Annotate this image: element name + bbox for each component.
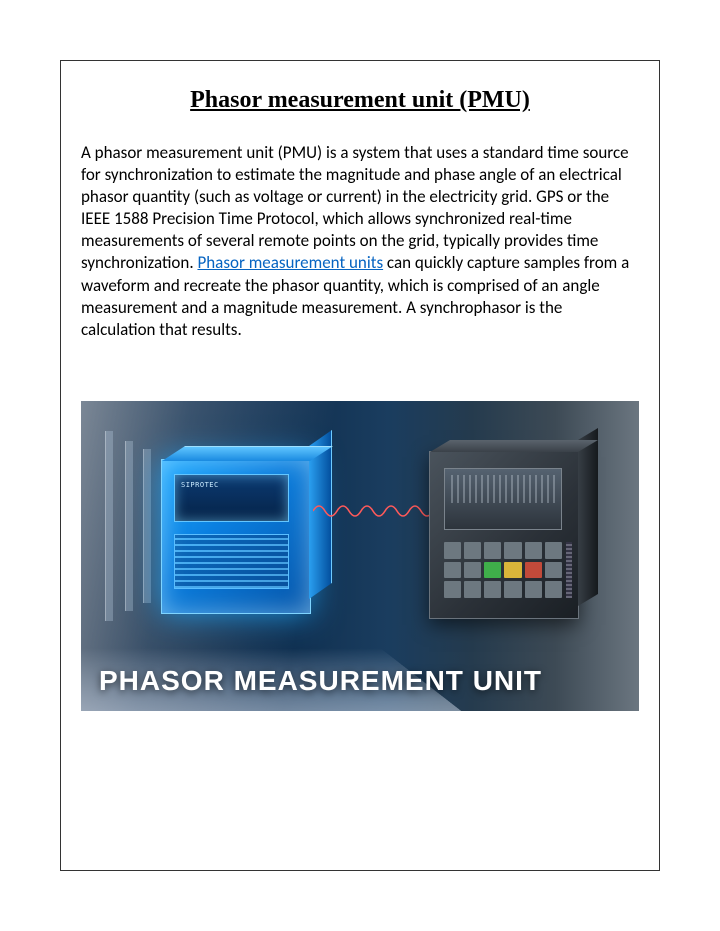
hero-caption: PHASOR MEASUREMENT UNIT bbox=[99, 665, 542, 697]
device-screen bbox=[444, 468, 562, 530]
server-rack bbox=[125, 441, 133, 611]
device-screen: SIPROTEC bbox=[174, 474, 289, 522]
device-screen-label: SIPROTEC bbox=[181, 481, 219, 489]
pmu-device-physical bbox=[429, 451, 579, 619]
server-rack bbox=[143, 449, 151, 603]
server-rack bbox=[105, 431, 113, 621]
phasor-units-link[interactable]: Phasor measurement units bbox=[197, 252, 383, 273]
hero-image: SIPROTEC PHASOR MEASUREMENT UNIT bbox=[81, 401, 639, 711]
device-keypad bbox=[444, 542, 562, 598]
device-grille bbox=[174, 534, 289, 589]
page-title: Phasor measurement unit (PMU) bbox=[81, 87, 639, 114]
intro-paragraph: A phasor measurement unit (PMU) is a sys… bbox=[81, 142, 639, 341]
document-frame: Phasor measurement unit (PMU) A phasor m… bbox=[60, 60, 660, 871]
device-speaker-grille bbox=[566, 542, 572, 598]
pmu-device-hologram: SIPROTEC bbox=[161, 459, 311, 614]
waveform-connector-icon bbox=[313, 501, 433, 521]
